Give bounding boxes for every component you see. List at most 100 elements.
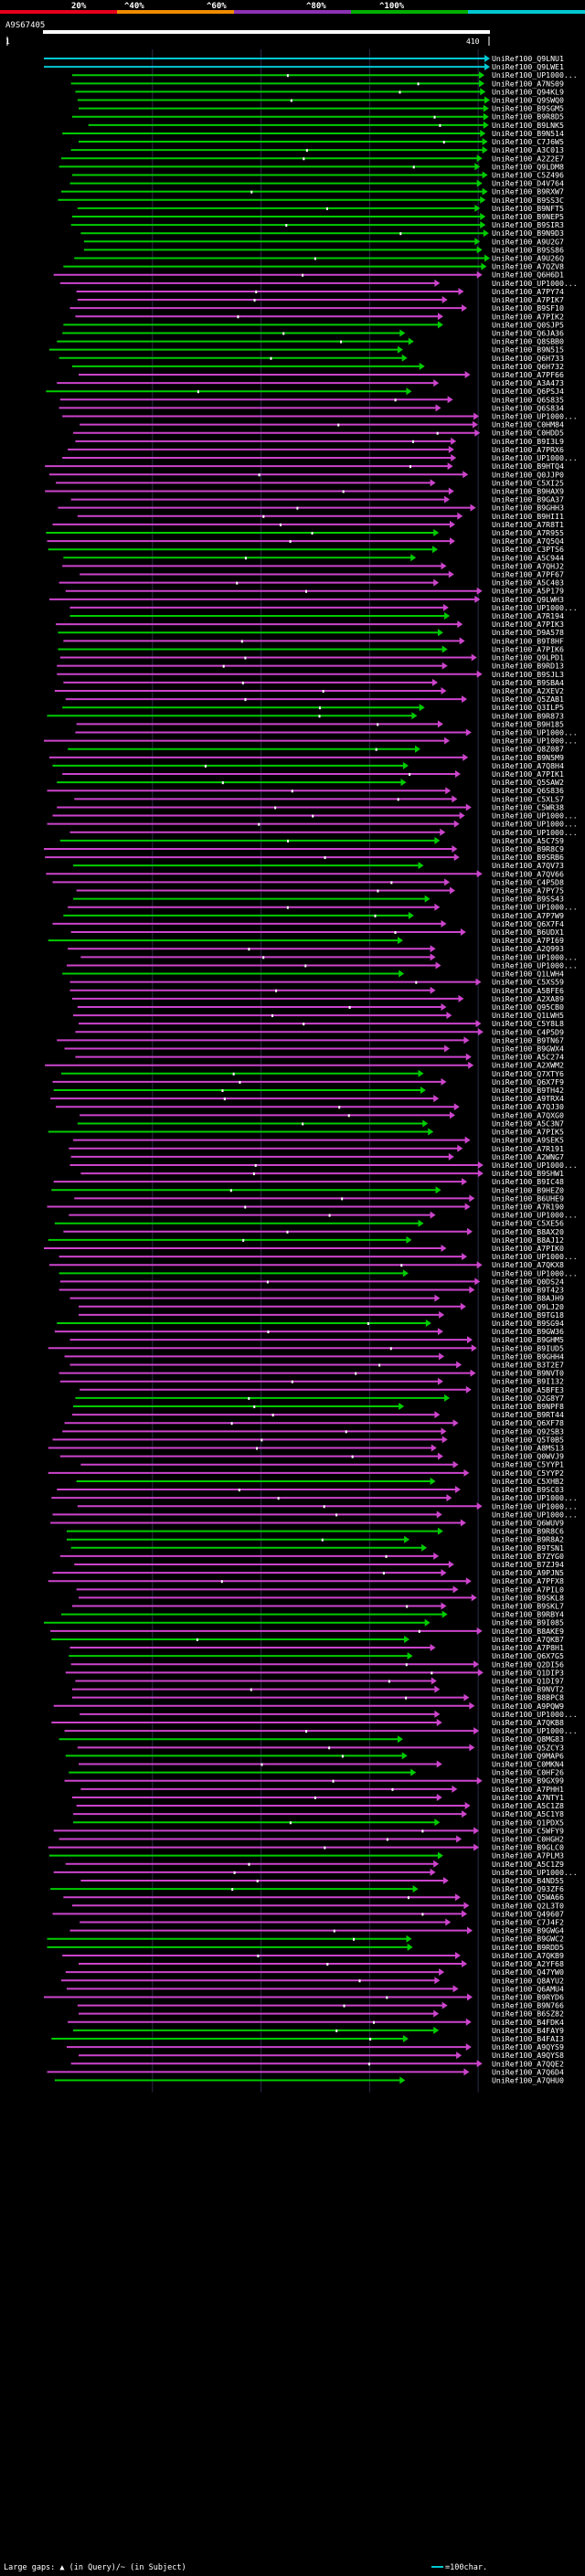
- subject-label: UniRef100_Q2DI56: [492, 1659, 564, 1669]
- identity-scale-segment: [468, 10, 585, 14]
- subject-label: UniRef100_Q6JA36: [492, 328, 564, 337]
- gap-marker: [244, 656, 247, 660]
- subject-label: UniRef100_A7QJ30: [492, 1102, 564, 1111]
- subject-label: UniRef100_A7PIL0: [492, 1585, 564, 1594]
- gap-marker: [325, 207, 328, 210]
- subject-label: UniRef100_A7PIK6: [492, 644, 564, 653]
- hit-arrow: [430, 1868, 436, 1876]
- subject-label: UniRef100_Q6X7F4: [492, 919, 564, 928]
- subject-label: UniRef100_A7PIK0: [492, 1244, 564, 1253]
- subject-label: UniRef100_B9SJL3: [492, 670, 564, 679]
- hit-arrow: [437, 629, 443, 637]
- hit-arrow: [434, 1685, 441, 1693]
- gap-marker: [318, 706, 321, 710]
- subject-label: UniRef100_B9NPF8: [492, 1402, 564, 1411]
- gap-marker: [261, 1763, 263, 1766]
- gap-marker: [248, 1396, 250, 1400]
- gap-marker: [267, 1330, 270, 1334]
- subject-label: UniRef100_UP1000...: [492, 1501, 578, 1511]
- subject-label: UniRef100_A5C1Z9: [492, 1860, 564, 1869]
- subject-label: UniRef100_UP1000...: [492, 1252, 578, 1261]
- hit-arrow: [424, 895, 431, 903]
- subject-label: UniRef100_Q9LNU1: [492, 54, 564, 63]
- subject-label: UniRef100_B6SZ82: [492, 2009, 564, 2019]
- hit-arrow: [462, 1960, 468, 1968]
- hit-arrow: [452, 1419, 459, 1427]
- gap-marker: [433, 115, 436, 119]
- subject-label: UniRef100_Q6H732: [492, 362, 564, 371]
- hit-arrow: [434, 903, 441, 911]
- subject-label: UniRef100_B9SKL8: [492, 1593, 564, 1602]
- gap-marker: [400, 1264, 403, 1267]
- gap-marker: [266, 1280, 269, 1284]
- hit-arrow: [430, 1477, 436, 1485]
- hit-arrow: [471, 653, 477, 662]
- hit-arrow: [434, 279, 441, 287]
- subject-label: UniRef100_Q0JJP0: [492, 470, 564, 479]
- gap-marker: [328, 1746, 331, 1750]
- hit-arrow: [462, 1910, 468, 1918]
- subject-label: UniRef100_B9N9D3: [492, 228, 564, 238]
- gap-marker: [258, 473, 261, 477]
- subject-label: UniRef100_B4ND55: [492, 1876, 564, 1885]
- subject-label: UniRef100_UP1000...: [492, 820, 578, 829]
- hit-arrow: [418, 862, 424, 870]
- hit-arrow: [449, 886, 455, 895]
- gap-marker: [436, 431, 439, 435]
- hit-arrow: [470, 1369, 476, 1377]
- subject-label: UniRef100_B9N766: [492, 2001, 564, 2010]
- hit-arrow: [430, 479, 436, 487]
- gap-marker: [304, 589, 307, 593]
- subject-label: UniRef100_B9SS3C: [492, 196, 564, 205]
- gap-marker: [275, 989, 278, 992]
- subject-label: UniRef100_A8MS13: [492, 1444, 564, 1453]
- hit-arrow: [463, 1036, 470, 1044]
- subject-label: UniRef100_B9N515: [492, 345, 564, 355]
- subject-label: UniRef100_Q9LWE1: [492, 62, 564, 71]
- hit-arrow: [433, 2026, 440, 2034]
- hit-arrow: [476, 870, 483, 878]
- subject-label: UniRef100_B4FAI3: [492, 2034, 564, 2043]
- hit-arrow: [463, 753, 469, 761]
- hit-arrow: [411, 712, 418, 720]
- subject-label: UniRef100_B9I085: [492, 1618, 564, 1627]
- hit-arrow: [439, 1968, 445, 1977]
- subject-label: UniRef100_A7PIK2: [492, 312, 564, 321]
- subject-label: UniRef100_A7P8H1: [492, 1643, 564, 1652]
- subject-label: UniRef100_B9SHW1: [492, 1169, 564, 1178]
- hit-arrow: [484, 55, 490, 62]
- hit-arrow: [465, 728, 472, 737]
- subject-label: UniRef100_UP1000...: [492, 811, 578, 821]
- subject-label: UniRef100_UP1000...: [492, 1510, 578, 1519]
- subject-label: UniRef100_B9GHH4: [492, 1352, 564, 1361]
- hit-arrow: [444, 1394, 451, 1402]
- subject-label: UniRef100_B9RD13: [492, 662, 564, 671]
- query-bar: [43, 30, 490, 34]
- hit-arrow: [456, 1835, 463, 1843]
- identity-scale-label: ^60%: [207, 2, 227, 11]
- subject-label: UniRef100_B8AJ12: [492, 1235, 564, 1245]
- subject-label: UniRef100_Q6S835: [492, 395, 564, 404]
- hit-arrow: [397, 345, 403, 354]
- subject-label: UniRef100_Q1DIP3: [492, 1668, 564, 1677]
- gap-marker: [386, 1996, 388, 1999]
- subject-label: UniRef100_Q5WA66: [492, 1892, 564, 1902]
- hit-arrow: [462, 1178, 468, 1186]
- hit-arrow: [431, 1444, 437, 1452]
- subject-label: UniRef100_Q95CB0: [492, 1002, 564, 1012]
- hit-arrow: [459, 811, 465, 820]
- hit-arrow: [439, 1310, 445, 1319]
- subject-label: UniRef100_C5WFY9: [492, 1826, 564, 1835]
- hit-arrow: [431, 546, 438, 554]
- hit-arrow: [473, 412, 480, 420]
- subject-label: UniRef100_Q9LJ20: [492, 1302, 564, 1311]
- gap-marker: [239, 1080, 241, 1084]
- hit-arrow: [418, 1219, 424, 1227]
- identity-scale-label: ^100%: [379, 2, 405, 11]
- subject-label: UniRef100_A7QHU0: [492, 2076, 564, 2085]
- subject-label: UniRef100_B9RBY4: [492, 1610, 564, 1619]
- subject-label: UniRef100_A2YF68: [492, 1959, 564, 1968]
- subject-label: UniRef100_A7P7W9: [492, 911, 564, 920]
- hit-arrow: [431, 678, 438, 686]
- gap-marker: [256, 1879, 259, 1882]
